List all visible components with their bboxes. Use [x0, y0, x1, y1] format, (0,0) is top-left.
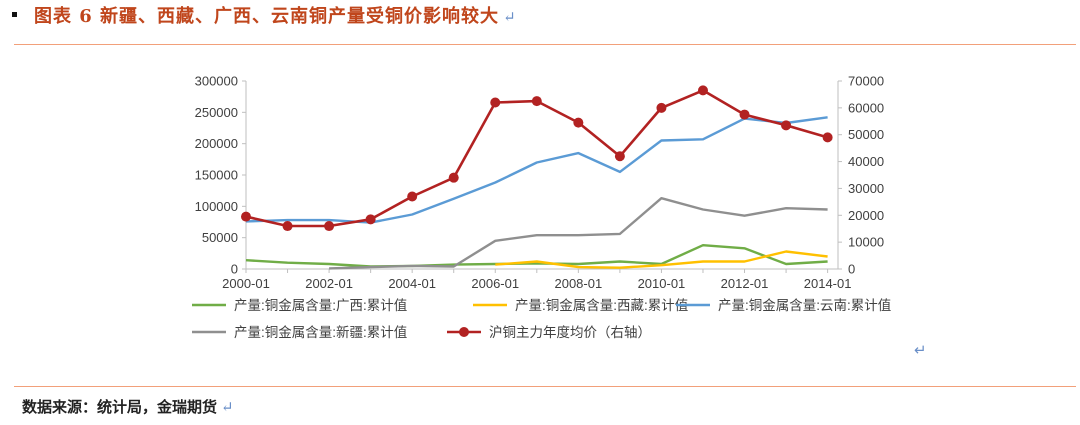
- return-mark-icon: ↵: [914, 341, 927, 359]
- x-tick-label: 2002-01: [305, 276, 353, 291]
- y-left-tick-label: 0: [231, 262, 238, 277]
- series-line-3: [329, 197, 828, 270]
- y-left-tick-label: 300000: [195, 74, 238, 89]
- return-mark-icon: ↵: [503, 8, 517, 26]
- series-point-4: [365, 214, 376, 225]
- y-right-tick-label: 40000: [848, 154, 884, 169]
- series-point-4: [324, 221, 335, 232]
- legend-label-0: 产量:铜金属含量:广西:累计值: [234, 298, 407, 313]
- legend-label-3: 产量:铜金属含量:新疆:累计值: [234, 325, 407, 340]
- series-point-4: [241, 211, 251, 222]
- bullet-marker: [12, 12, 17, 17]
- y-right-tick-label: 60000: [848, 100, 884, 115]
- y-right-tick-label: 10000: [848, 235, 884, 250]
- source-note: 数据来源：统计局，金瑞期货 ↵: [22, 396, 234, 417]
- legend-marker-4: [459, 327, 469, 337]
- source-text: 数据来源：统计局，金瑞期货: [22, 398, 218, 416]
- series-point-4: [490, 97, 501, 108]
- x-tick-label: 2006-01: [471, 276, 519, 291]
- y-right-tick-label: 50000: [848, 127, 884, 142]
- series-point-4: [697, 85, 708, 96]
- y-left-tick-label: 50000: [202, 230, 238, 245]
- y-right-tick-label: 20000: [848, 208, 884, 223]
- x-tick-label: 2004-01: [388, 276, 436, 291]
- x-tick-label: 2010-01: [638, 276, 686, 291]
- legend-label-1: 产量:铜金属含量:西藏:累计值: [515, 298, 688, 313]
- chart: 0 50000 100000 150000 200000 250000 300000 0 100…: [192, 74, 891, 340]
- y-right-tick-label: 0: [848, 262, 855, 277]
- top-divider: [14, 44, 1076, 45]
- series-point-4: [407, 191, 418, 202]
- figure-title: 图表 6 新疆、西藏、广西、云南铜产量受铜价影响较大 ↵: [34, 2, 517, 28]
- series-line-1: [495, 250, 828, 269]
- x-tick-label: 2000-01: [222, 276, 270, 291]
- series-point-4: [822, 132, 833, 143]
- y-left-tick-label: 200000: [195, 136, 238, 151]
- series-line-0: [245, 244, 828, 268]
- y-left-tick-label: 250000: [195, 105, 238, 120]
- series-point-4: [656, 102, 667, 113]
- y-left-tick-label: 100000: [195, 199, 238, 214]
- series-line-4: [245, 89, 828, 228]
- series-point-4: [614, 151, 625, 162]
- series-point-4: [739, 109, 750, 120]
- bottom-divider: [14, 386, 1076, 387]
- series-point-4: [531, 96, 542, 107]
- x-tick-label: 2012-01: [721, 276, 769, 291]
- series-point-4: [448, 172, 459, 183]
- series-point-4: [282, 221, 293, 232]
- legend-label-2: 产量:铜金属含量:云南:累计值: [718, 298, 891, 313]
- y-right-tick-label: 70000: [848, 74, 884, 89]
- series-line-2: [245, 116, 828, 224]
- figure-title-text: 图表 6 新疆、西藏、广西、云南铜产量受铜价影响较大: [34, 6, 500, 27]
- x-tick-label: 2008-01: [554, 276, 602, 291]
- series-point-4: [573, 117, 584, 128]
- return-mark-icon: ↵: [221, 398, 234, 416]
- legend-label-4: 沪铜主力年度均价（右轴）: [489, 325, 651, 340]
- y-right-tick-label: 30000: [848, 181, 884, 196]
- x-tick-label: 2014-01: [804, 276, 852, 291]
- y-left-tick-label: 150000: [195, 168, 238, 183]
- series-point-4: [781, 120, 792, 131]
